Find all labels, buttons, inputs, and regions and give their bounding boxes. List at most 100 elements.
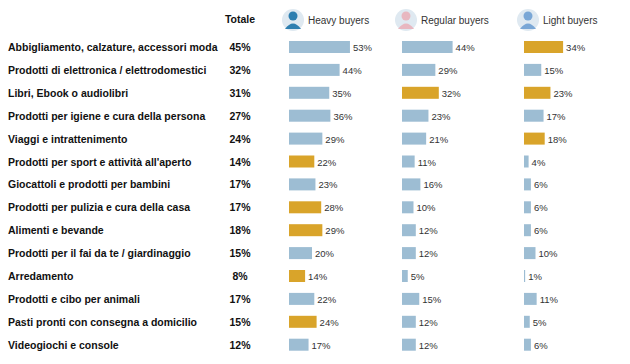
data-label: 12% (419, 248, 439, 259)
bar (524, 316, 530, 328)
category-label: Arredamento (8, 270, 73, 282)
bar (524, 339, 531, 351)
data-label: 23% (431, 111, 451, 122)
total-value: 17% (229, 293, 251, 305)
bar (402, 41, 453, 53)
data-label: 1% (528, 271, 542, 282)
category-label: Giocattoli e prodotti per bambini (8, 178, 170, 190)
bar (289, 316, 317, 328)
bar (402, 133, 426, 145)
chart: Abbigliamento, calzature, accessori moda… (0, 0, 630, 364)
bar (289, 293, 314, 305)
total-value: 8% (232, 270, 248, 282)
total-value: 15% (229, 316, 251, 328)
total-value: 32% (229, 64, 251, 76)
legend-label: Light buyers (543, 15, 597, 26)
data-label: 29% (325, 225, 345, 236)
data-label: 12% (419, 225, 439, 236)
bar (289, 178, 315, 190)
data-label: 4% (532, 157, 546, 168)
bar (402, 64, 435, 76)
data-label: 17% (547, 111, 567, 122)
data-label: 35% (332, 88, 352, 99)
bar (402, 110, 428, 122)
bar (402, 156, 415, 168)
bar (402, 178, 420, 190)
total-value: 31% (229, 87, 251, 99)
bar (524, 64, 541, 76)
data-label: 17% (312, 340, 332, 351)
data-label: 12% (419, 340, 439, 351)
bar (402, 224, 416, 236)
total-value: 45% (229, 41, 251, 53)
category-label: Viaggi e intrattenimento (8, 133, 127, 145)
column-header: Totale (225, 13, 255, 25)
legend-icon (517, 9, 539, 31)
bar (289, 224, 322, 236)
bar (524, 110, 544, 122)
total-value: 27% (229, 110, 251, 122)
category-label: Prodotti per sport e attività all'aperto (8, 156, 191, 168)
data-label: 15% (422, 294, 442, 305)
data-label: 29% (438, 65, 458, 76)
total-value: 18% (229, 224, 251, 236)
bar (402, 339, 416, 351)
background (0, 0, 630, 364)
data-label: 21% (429, 134, 449, 145)
bar (524, 133, 545, 145)
data-label: 11% (540, 294, 559, 305)
data-label: 44% (456, 42, 476, 53)
bar (524, 270, 525, 282)
data-label: 10% (417, 202, 437, 213)
bar (402, 293, 419, 305)
legend-label: Heavy buyers (308, 15, 369, 26)
bar (524, 293, 537, 305)
data-label: 18% (548, 134, 568, 145)
bar (289, 247, 312, 259)
bar (289, 110, 330, 122)
bar (524, 156, 529, 168)
data-label: 53% (353, 42, 373, 53)
bar (289, 133, 322, 145)
data-label: 29% (325, 134, 345, 145)
category-label: Videogiochi e console (8, 339, 119, 351)
data-label: 23% (553, 88, 573, 99)
data-label: 44% (343, 65, 363, 76)
data-label: 32% (442, 88, 462, 99)
data-label: 11% (418, 157, 437, 168)
bar (289, 270, 305, 282)
bar (524, 41, 563, 53)
bar (402, 201, 414, 213)
data-label: 23% (318, 179, 338, 190)
bar (524, 201, 531, 213)
data-label: 28% (324, 202, 344, 213)
total-value: 15% (229, 247, 251, 259)
bar (289, 339, 309, 351)
total-value: 14% (229, 156, 251, 168)
data-label: 22% (317, 294, 337, 305)
data-label: 20% (315, 248, 335, 259)
bar (524, 178, 531, 190)
category-label: Pasti pronti con consegna a domicilio (8, 316, 197, 328)
category-label: Prodotti e cibo per animali (8, 293, 140, 305)
data-label: 6% (534, 202, 548, 213)
bar (289, 201, 321, 213)
bar (289, 87, 329, 99)
legend-icon (395, 9, 417, 31)
category-label: Prodotti per pulizia e cura della casa (8, 201, 190, 213)
data-label: 12% (419, 317, 439, 328)
total-value: 17% (229, 178, 251, 190)
data-label: 16% (423, 179, 443, 190)
data-label: 6% (534, 179, 548, 190)
data-label: 22% (317, 157, 337, 168)
legend-label: Regular buyers (421, 15, 489, 26)
data-label: 24% (320, 317, 340, 328)
data-label: 36% (333, 111, 353, 122)
total-value: 24% (229, 133, 251, 145)
data-label: 15% (544, 65, 564, 76)
data-label: 10% (539, 248, 559, 259)
bar (289, 64, 340, 76)
bar (402, 270, 408, 282)
data-label: 6% (534, 225, 548, 236)
bar (289, 156, 314, 168)
